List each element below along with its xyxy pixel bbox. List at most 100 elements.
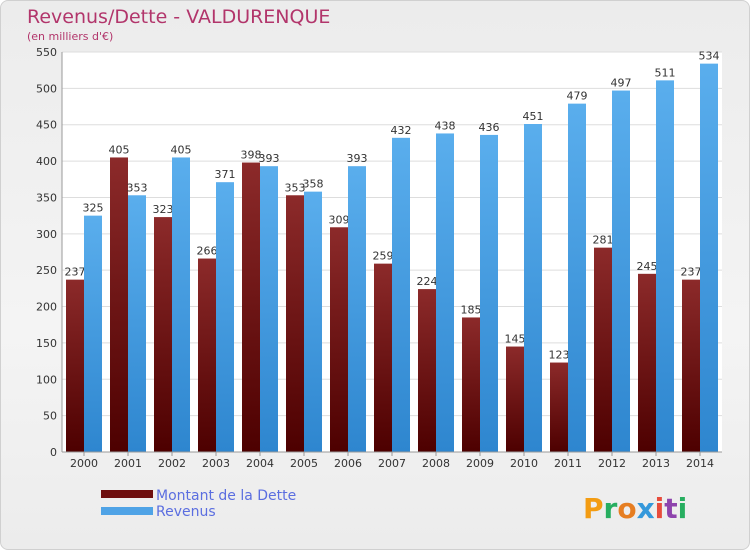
x-tick-label: 2000 (70, 457, 98, 470)
y-tick-label: 450 (36, 119, 57, 132)
logo-letter: P (583, 492, 604, 525)
bar-revenus (348, 166, 366, 452)
chart-title: Revenus/Dette - VALDURENQUE (27, 6, 330, 28)
logo-letter: x (637, 492, 655, 525)
bar-dette (66, 279, 84, 452)
bar-dette (198, 258, 216, 452)
y-tick-label: 500 (36, 82, 57, 95)
x-tick-label: 2013 (642, 457, 670, 470)
x-axis-ticks: 2000 2001 2002 2003 2004 2005 2006 2007 2008 2009… (70, 452, 714, 470)
data-label: 325 (83, 202, 104, 215)
data-label: 432 (391, 124, 412, 137)
bar-dette (286, 195, 304, 453)
bar-revenus (568, 103, 586, 453)
data-label: 353 (285, 181, 306, 194)
bar-dette (110, 157, 128, 453)
data-label: 281 (593, 234, 614, 247)
logo-letter: i (655, 492, 665, 525)
bar-revenus (84, 215, 102, 452)
x-tick-label: 2009 (466, 457, 494, 470)
y-tick-label: 400 (36, 155, 57, 168)
logo-letter: r (604, 492, 618, 525)
data-label: 309 (329, 213, 350, 226)
bar-dette (330, 227, 348, 452)
proxiti-logo: Proxiti (583, 492, 687, 525)
bar-revenus (612, 90, 630, 452)
bar-dette (682, 279, 700, 452)
y-tick-label: 550 (36, 46, 57, 59)
x-tick-label: 2005 (290, 457, 318, 470)
x-tick-label: 2010 (510, 457, 538, 470)
data-label: 259 (373, 250, 394, 263)
legend-label-revenus: Revenus (156, 504, 216, 520)
data-label: 353 (127, 181, 148, 194)
data-label: 145 (505, 333, 526, 346)
data-label: 436 (479, 121, 500, 134)
y-tick-label: 50 (43, 410, 57, 423)
bar-revenus (436, 133, 454, 453)
bar-revenus (700, 63, 718, 453)
data-label: 123 (549, 349, 570, 362)
y-tick-label: 200 (36, 301, 57, 314)
bar-revenus (480, 134, 498, 452)
bar-revenus (172, 157, 190, 453)
data-label: 451 (523, 110, 544, 123)
bar-revenus (128, 195, 146, 453)
data-label: 405 (109, 143, 130, 156)
data-label: 185 (461, 303, 482, 316)
data-label: 497 (611, 77, 632, 90)
data-label: 245 (637, 260, 658, 273)
bar-revenus (524, 124, 542, 452)
bar-dette (462, 317, 480, 452)
x-tick-label: 2008 (422, 457, 450, 470)
x-tick-label: 2002 (158, 457, 186, 470)
logo-letter: o (617, 492, 636, 525)
x-tick-label: 2007 (378, 457, 406, 470)
data-label: 511 (655, 66, 676, 79)
legend-swatch-revenus (101, 507, 153, 515)
data-label: 393 (347, 152, 368, 165)
legend-swatch-debt (101, 490, 153, 498)
logo-text: Proxiti (583, 492, 687, 525)
chart-subtitle: (en milliers d'€) (27, 30, 113, 43)
bar-dette (506, 346, 524, 452)
x-tick-label: 2014 (686, 457, 714, 470)
data-label: 237 (681, 266, 702, 279)
bar-revenus (304, 191, 322, 453)
y-axis-ticks: 0 50 100 150 200 250 300 350 400 450 500 550 (36, 46, 57, 459)
x-tick-label: 2004 (246, 457, 274, 470)
data-label: 266 (197, 245, 218, 258)
bar-dette (638, 273, 656, 452)
bar-revenus (656, 80, 674, 452)
data-label: 323 (153, 203, 174, 216)
logo-letter: t (664, 492, 677, 525)
bar-revenus (392, 137, 410, 452)
y-tick-label: 250 (36, 264, 57, 277)
y-tick-label: 0 (50, 446, 57, 459)
y-tick-label: 300 (36, 228, 57, 241)
data-label: 438 (435, 119, 456, 132)
data-label: 534 (699, 50, 720, 63)
y-tick-label: 150 (36, 337, 57, 350)
x-tick-label: 2001 (114, 457, 142, 470)
x-tick-label: 2011 (554, 457, 582, 470)
bars: 2373254053533234052663713983933533583093… (65, 50, 720, 453)
bar-dette (594, 247, 612, 452)
data-label: 237 (65, 266, 86, 279)
data-label: 371 (215, 168, 236, 181)
bar-dette (154, 217, 172, 452)
bar-dette (374, 263, 392, 452)
bar-dette (418, 289, 436, 452)
data-label: 398 (241, 149, 262, 162)
y-tick-label: 100 (36, 373, 57, 386)
bar-revenus (216, 182, 234, 452)
data-label: 224 (417, 275, 438, 288)
x-tick-label: 2006 (334, 457, 362, 470)
y-tick-label: 350 (36, 191, 57, 204)
data-label: 393 (259, 152, 280, 165)
x-tick-label: 2012 (598, 457, 626, 470)
data-label: 479 (567, 90, 588, 103)
data-label: 358 (303, 178, 324, 191)
